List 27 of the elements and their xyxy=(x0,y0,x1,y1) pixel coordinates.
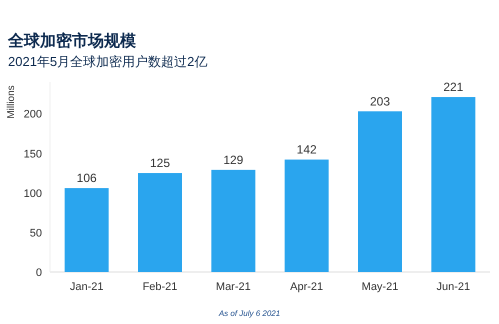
data-label: 203 xyxy=(370,94,390,108)
chart-title: 全球加密市场规模 xyxy=(7,32,136,50)
data-label: 129 xyxy=(223,152,244,167)
y-tick-label: 0 xyxy=(36,267,42,279)
data-label: 125 xyxy=(150,156,170,170)
bar xyxy=(284,160,329,272)
y-tick-label: 50 xyxy=(30,227,42,240)
x-tick-label: Mar-21 xyxy=(216,281,251,293)
x-tick-label: Jun-21 xyxy=(436,281,470,293)
y-axis-title: Millions xyxy=(6,85,17,119)
x-tick-label: Apr-21 xyxy=(290,281,324,293)
data-label: 142 xyxy=(296,142,317,157)
y-tick-label: 150 xyxy=(24,148,42,160)
bar xyxy=(64,188,109,272)
data-label: 221 xyxy=(443,80,464,94)
chart-subtitle: 2021年5月全球加密用户数超过2亿 xyxy=(8,54,208,69)
bar xyxy=(211,170,256,272)
x-tick-label: May-21 xyxy=(362,281,398,293)
x-tick-label: Jan-21 xyxy=(70,281,104,293)
y-tick-label: 200 xyxy=(24,108,42,121)
bar xyxy=(138,173,182,272)
data-label: 106 xyxy=(76,171,97,186)
y-tick-label: 100 xyxy=(24,188,42,200)
x-tick-label: Feb-21 xyxy=(142,281,178,293)
bar xyxy=(358,111,402,272)
bar xyxy=(431,97,476,272)
text: As of July 6 2021 xyxy=(218,309,280,318)
